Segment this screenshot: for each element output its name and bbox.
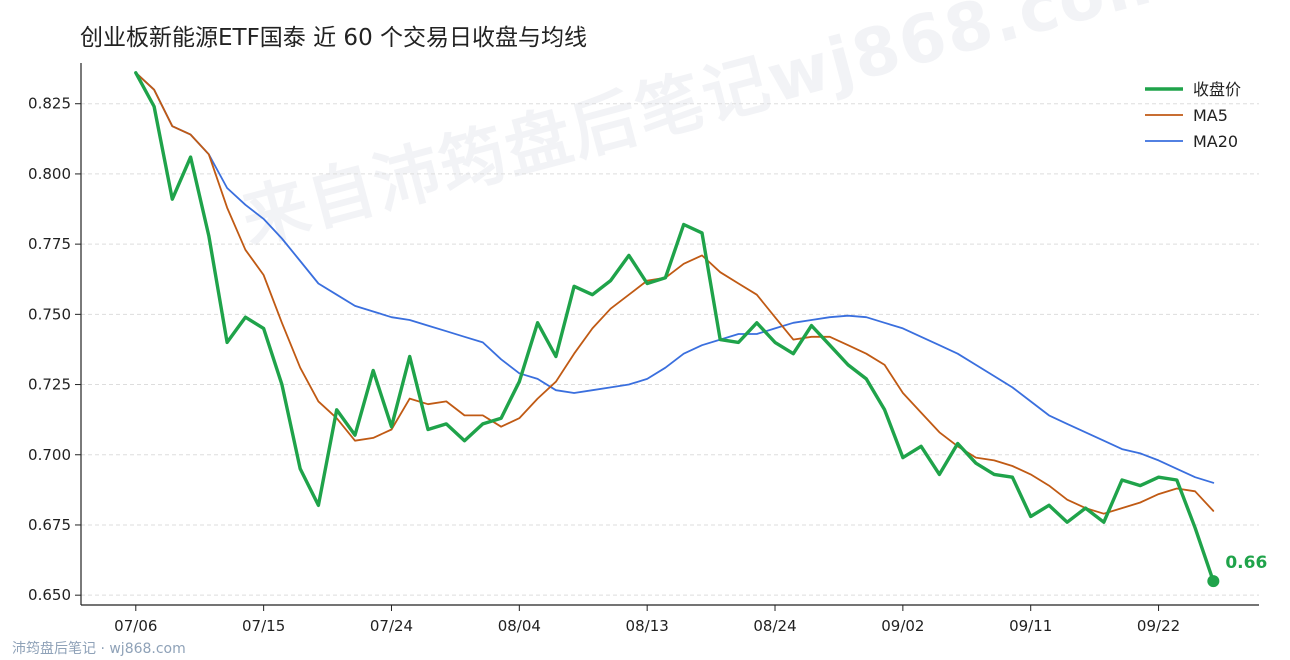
- legend-label: 收盘价: [1193, 80, 1241, 99]
- y-tick-label: 0.750: [28, 305, 71, 323]
- footer-credit: 沛筠盘后笔记 · wj868.com: [12, 641, 186, 657]
- series-line-close: [134, 71, 1216, 583]
- x-tick-label: 07/24: [370, 617, 413, 635]
- legend-label: MA5: [1193, 106, 1228, 125]
- x-tick-label: 07/06: [114, 617, 157, 635]
- series-line-ma20: [134, 71, 1215, 484]
- series-line-ma5: [134, 71, 1215, 515]
- x-tick-label: 08/24: [753, 617, 796, 635]
- chart-title: 创业板新能源ETF国泰 近 60 个交易日收盘与均线: [80, 25, 588, 51]
- y-tick-label: 0.800: [28, 165, 71, 183]
- y-tick-label: 0.675: [28, 516, 71, 534]
- legend-label: MA20: [1193, 132, 1238, 151]
- x-tick-label: 07/15: [242, 617, 285, 635]
- last-close-point: [1207, 575, 1220, 588]
- y-tick-label: 0.775: [28, 235, 71, 253]
- y-tick-label: 0.700: [28, 446, 71, 464]
- y-tick-label: 0.725: [28, 376, 71, 394]
- x-tick-label: 08/13: [626, 617, 669, 635]
- last-close-label: 0.66: [1225, 553, 1267, 573]
- y-tick-label: 0.650: [28, 586, 71, 604]
- x-tick-label: 08/04: [498, 617, 541, 635]
- y-tick-label: 0.825: [28, 95, 71, 113]
- x-tick-label: 09/02: [881, 617, 924, 635]
- x-tick-label: 09/22: [1137, 617, 1180, 635]
- x-tick-label: 09/11: [1009, 617, 1052, 635]
